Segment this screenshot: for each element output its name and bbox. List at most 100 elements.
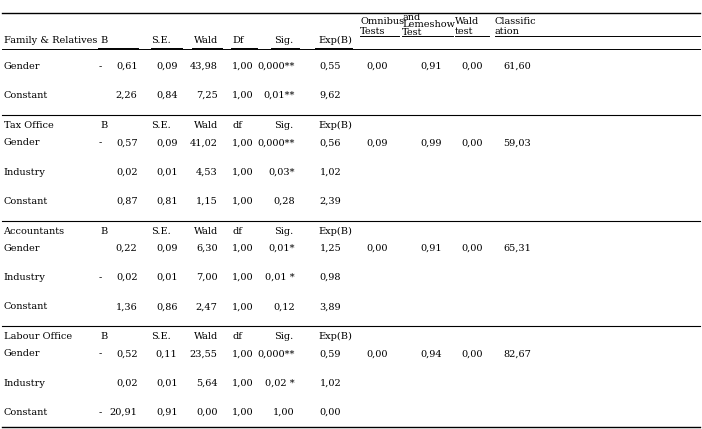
Text: Industry: Industry — [4, 168, 46, 176]
Text: S.E.: S.E. — [151, 121, 171, 130]
Text: S.E.: S.E. — [151, 332, 171, 341]
Text: Test: Test — [402, 28, 423, 37]
Text: Df: Df — [232, 36, 244, 45]
Text: -: - — [99, 408, 102, 417]
Text: 1,00: 1,00 — [232, 168, 253, 176]
Text: 1,15: 1,15 — [196, 197, 218, 205]
Text: 0,61: 0,61 — [116, 62, 138, 71]
Text: Classific: Classific — [495, 17, 536, 26]
Text: Gender: Gender — [4, 139, 40, 147]
Text: B: B — [100, 332, 107, 341]
Text: 2,47: 2,47 — [196, 302, 218, 311]
Text: 0,00: 0,00 — [461, 62, 483, 71]
Text: 0,02 *: 0,02 * — [265, 379, 295, 387]
Text: -: - — [99, 273, 102, 282]
Text: Gender: Gender — [4, 244, 40, 253]
Text: 0,01: 0,01 — [156, 379, 178, 387]
Text: 0,12: 0,12 — [273, 302, 295, 311]
Text: 1,00: 1,00 — [232, 302, 253, 311]
Text: 0,01: 0,01 — [156, 168, 178, 176]
Text: 7,00: 7,00 — [196, 273, 218, 282]
Text: Exp(B): Exp(B) — [318, 36, 352, 45]
Text: Lemeshow: Lemeshow — [402, 21, 455, 29]
Text: 0,00: 0,00 — [366, 62, 388, 71]
Text: 0,09: 0,09 — [156, 244, 178, 253]
Text: 0,00: 0,00 — [196, 408, 218, 417]
Text: 9,62: 9,62 — [319, 91, 341, 100]
Text: 0,00: 0,00 — [461, 350, 483, 358]
Text: Constant: Constant — [4, 302, 48, 311]
Text: 0,57: 0,57 — [116, 139, 138, 147]
Text: S.E.: S.E. — [151, 36, 171, 45]
Text: Sig.: Sig. — [274, 332, 293, 341]
Text: -: - — [99, 62, 102, 71]
Text: 0,01 *: 0,01 * — [265, 273, 295, 282]
Text: Labour Office: Labour Office — [4, 332, 72, 341]
Text: 0,11: 0,11 — [156, 350, 178, 358]
Text: 1,02: 1,02 — [319, 168, 341, 176]
Text: Constant: Constant — [4, 197, 48, 205]
Text: Gender: Gender — [4, 62, 40, 71]
Text: 0,91: 0,91 — [420, 62, 442, 71]
Text: 0,59: 0,59 — [319, 350, 341, 358]
Text: Wald: Wald — [194, 121, 218, 130]
Text: 41,02: 41,02 — [190, 139, 218, 147]
Text: 0,09: 0,09 — [366, 139, 388, 147]
Text: 0,01: 0,01 — [156, 273, 178, 282]
Text: -: - — [99, 350, 102, 358]
Text: 5,64: 5,64 — [196, 379, 218, 387]
Text: 0,86: 0,86 — [156, 302, 178, 311]
Text: 0,99: 0,99 — [420, 139, 442, 147]
Text: Gender: Gender — [4, 350, 40, 358]
Text: Family & Relatives: Family & Relatives — [4, 36, 97, 45]
Text: Sig.: Sig. — [274, 36, 293, 45]
Text: 0,52: 0,52 — [116, 350, 138, 358]
Text: -: - — [99, 139, 102, 147]
Text: test: test — [455, 27, 473, 36]
Text: 1,00: 1,00 — [232, 408, 253, 417]
Text: 2,26: 2,26 — [116, 91, 138, 100]
Text: Exp(B): Exp(B) — [318, 121, 352, 130]
Text: Wald: Wald — [455, 17, 479, 26]
Text: 1,00: 1,00 — [232, 62, 253, 71]
Text: Omnibus: Omnibus — [360, 17, 404, 26]
Text: Wald: Wald — [194, 227, 218, 236]
Text: 0,03*: 0,03* — [268, 168, 295, 176]
Text: 20,91: 20,91 — [110, 408, 138, 417]
Text: 0,000**: 0,000** — [258, 350, 295, 358]
Text: 61,60: 61,60 — [503, 62, 531, 71]
Text: 0,28: 0,28 — [273, 197, 295, 205]
Text: 0,09: 0,09 — [156, 139, 178, 147]
Text: 0,00: 0,00 — [461, 139, 483, 147]
Text: Exp(B): Exp(B) — [318, 227, 352, 236]
Text: 1,00: 1,00 — [232, 379, 253, 387]
Text: Wald: Wald — [194, 36, 218, 45]
Text: 0,22: 0,22 — [116, 244, 138, 253]
Text: 1,00: 1,00 — [232, 273, 253, 282]
Text: 1,00: 1,00 — [232, 350, 253, 358]
Text: 4,53: 4,53 — [196, 168, 218, 176]
Text: 6,30: 6,30 — [196, 244, 218, 253]
Text: 0,00: 0,00 — [366, 244, 388, 253]
Text: Industry: Industry — [4, 273, 46, 282]
Text: 3,89: 3,89 — [319, 302, 341, 311]
Text: 7,25: 7,25 — [196, 91, 218, 100]
Text: 1,00: 1,00 — [232, 91, 253, 100]
Text: 0,02: 0,02 — [116, 273, 138, 282]
Text: 65,31: 65,31 — [503, 244, 531, 253]
Text: Industry: Industry — [4, 379, 46, 387]
Text: 0,00: 0,00 — [461, 244, 483, 253]
Text: Accountants: Accountants — [4, 227, 65, 236]
Text: 1,00: 1,00 — [232, 197, 253, 205]
Text: 1,00: 1,00 — [273, 408, 295, 417]
Text: Wald: Wald — [194, 332, 218, 341]
Text: 0,84: 0,84 — [156, 91, 178, 100]
Text: 1,36: 1,36 — [116, 302, 138, 311]
Text: 0,91: 0,91 — [420, 244, 442, 253]
Text: Sig.: Sig. — [274, 227, 293, 236]
Text: 0,02: 0,02 — [116, 379, 138, 387]
Text: and: and — [402, 13, 420, 21]
Text: 0,00: 0,00 — [366, 350, 388, 358]
Text: 1,00: 1,00 — [232, 139, 253, 147]
Text: 0,98: 0,98 — [319, 273, 341, 282]
